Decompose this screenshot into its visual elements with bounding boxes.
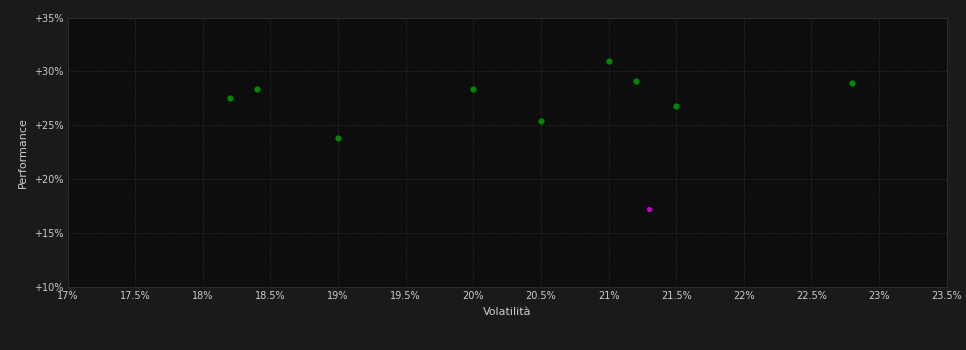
Point xyxy=(466,86,481,91)
Point xyxy=(668,103,684,109)
Point xyxy=(628,78,643,84)
X-axis label: Volatilità: Volatilità xyxy=(483,307,531,317)
Point xyxy=(330,135,346,141)
Point xyxy=(844,80,860,86)
Point xyxy=(222,96,238,101)
Point xyxy=(249,86,265,91)
Point xyxy=(533,118,549,124)
Point xyxy=(601,58,616,63)
Point xyxy=(641,206,657,212)
Y-axis label: Performance: Performance xyxy=(18,117,28,188)
